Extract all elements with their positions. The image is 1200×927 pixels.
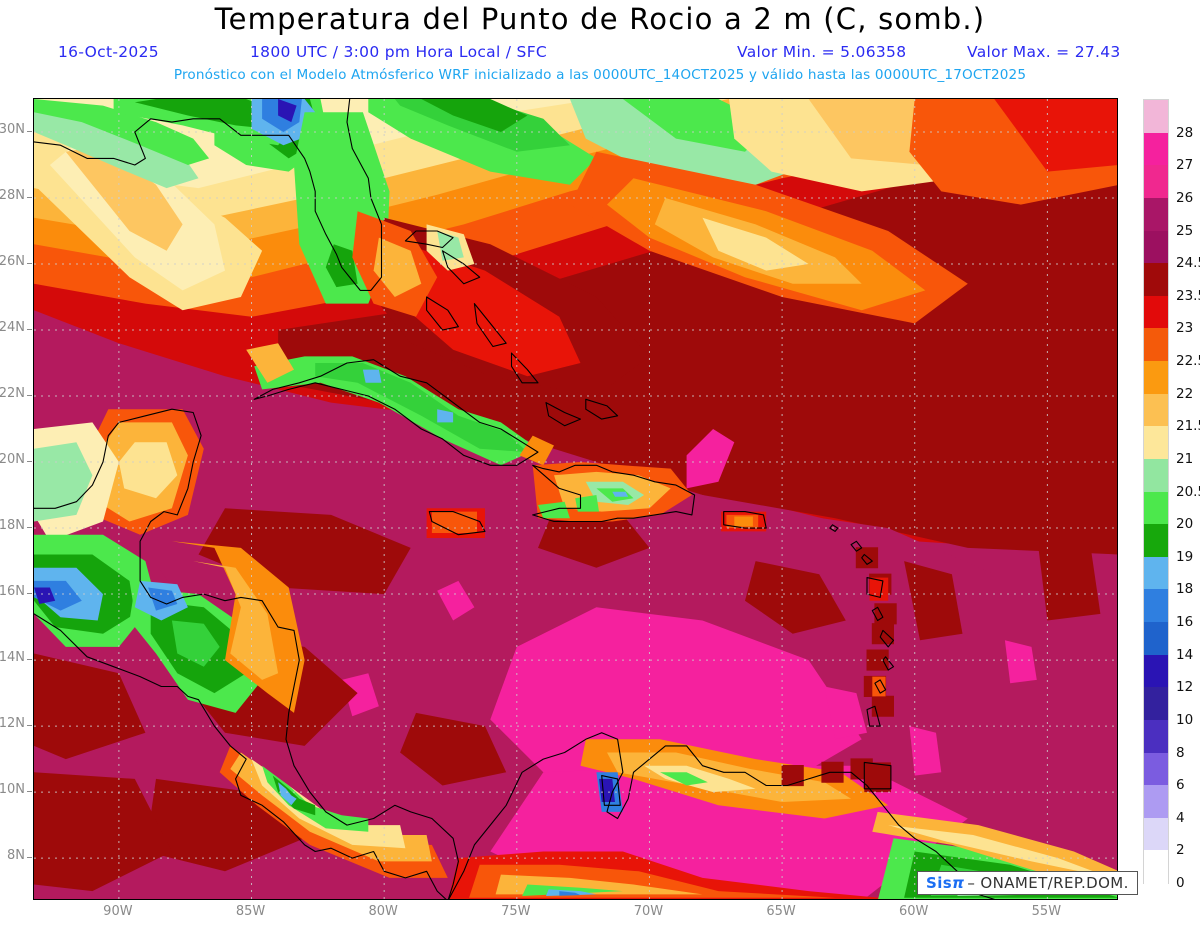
colorbar-tick-label: 19 [1176,548,1194,565]
colorbar-swatch [1144,361,1168,395]
y-axis-tick-label: 24N [0,320,25,336]
colorbar-tick-label: 27 [1176,157,1194,174]
y-axis-tick-mark [27,461,32,463]
colorbar-tick-label: 22.5 [1176,353,1200,369]
x-axis-tick-label: 65W [766,904,796,919]
colorbar-swatch [1144,687,1168,721]
colorbar-tick-label: 25 [1176,222,1194,239]
colorbar-swatch [1144,165,1168,199]
colorbar-tick-label: 24.5 [1176,255,1200,272]
y-axis-tick-label: 10N [0,782,25,798]
colorbar-tick-label: 22 [1176,385,1194,402]
y-axis-tick-label: 30N [0,122,25,137]
attribution-logo: Sis π – ONAMET/REP.DOM. [917,871,1138,895]
y-axis-tick-label: 20N [0,452,25,468]
colorbar-swatch [1144,524,1168,558]
colorbar-swatch [1144,785,1168,819]
colorbar-tick-label: 20 [1176,516,1194,533]
forecast-time: 1800 UTC / 3:00 pm Hora Local / SFC [250,43,548,61]
colorbar-swatch [1144,328,1168,362]
map-frame [33,98,1118,900]
y-axis-tick-label: 22N [0,386,25,402]
x-axis-tick-label: 70W [633,904,664,919]
y-axis-tick-mark [27,527,32,529]
colorbar-tick-label: 26 [1176,189,1194,206]
colorbar-swatch [1144,654,1168,688]
colorbar-swatch [1144,263,1168,297]
colorbar-swatch [1144,295,1168,329]
value-min: Valor Min. = 5.06358 [737,43,907,61]
colorbar: 2827262524.523.52322.52221.52120.5201918… [1143,99,1200,891]
colorbar-swatch [1144,622,1168,656]
y-axis-tick-label: 18N [0,518,25,534]
y-axis-tick-label: 8N [7,848,25,864]
logo-sis-text: Sis [926,874,953,892]
colorbar-tick-label: 21.5 [1176,418,1200,435]
y-axis-tick-mark [27,593,32,595]
logo-pi-icon: π [952,874,965,892]
y-axis-tick-mark [27,395,32,397]
logo-agency-text: – ONAMET/REP.DOM. [967,874,1129,892]
forecast-date: 16-Oct-2025 [58,43,159,61]
y-axis-tick-mark [27,131,32,132]
colorbar-swatch [1144,589,1168,623]
x-axis-tick-label: 85W [235,904,266,919]
y-axis-tick-mark [27,197,32,198]
y-axis-tick-label: 16N [0,584,25,600]
colorbar-tick-label: 23.5 [1176,287,1200,304]
y-axis-tick-mark [27,791,32,793]
colorbar-tick-label: 16 [1176,614,1194,630]
colorbar-tick-label: 10 [1176,711,1194,728]
colorbar-tick-label: 28 [1176,124,1194,141]
x-axis-tick-label: 75W [501,904,531,919]
colorbar-tick-label: 12 [1176,679,1194,696]
colorbar-swatch [1144,491,1168,525]
colorbar-swatch [1144,850,1168,884]
colorbar-tick-label: 6 [1176,777,1185,794]
colorbar-swatch [1144,132,1168,166]
colorbar-tick-label: 21 [1176,450,1194,467]
y-axis-tick-mark [27,725,32,727]
colorbar-swatch [1144,393,1168,427]
map-plot-area: Sis π – ONAMET/REP.DOM. 30N 28N 26N 24N 22N 20N… [0,98,1138,919]
y-axis-tick-mark [27,857,32,859]
header: Temperatura del Punto de Rocio a 2 m (C,… [0,0,1200,95]
x-axis-tick-label: 55W [1031,904,1062,919]
y-axis-tick-mark [27,329,32,331]
colorbar-tick-label: 14 [1176,646,1194,663]
colorbar-tick-label: 2 [1176,842,1185,859]
x-axis-tick-label: 80W [368,904,398,919]
colorbar-swatch [1144,426,1168,460]
y-axis-tick-label: 28N [0,188,25,203]
model-description: Pronóstico con el Modelo Atmósferico WRF… [173,67,1027,83]
colorbar-tick-label: 23 [1176,320,1194,337]
x-axis-tick-label: 90W [103,904,133,919]
y-axis-tick-label: 14N [0,650,25,666]
colorbar-tick-label: 8 [1176,744,1185,761]
y-axis-tick-mark [27,659,32,661]
colorbar-swatch [1144,458,1168,493]
colorbar-tick-label: 4 [1176,809,1185,826]
page-title: Temperatura del Punto de Rocio a 2 m (C,… [214,2,986,36]
colorbar-swatch [1144,100,1168,134]
value-max: Valor Max. = 27.43 [967,43,1121,61]
y-axis-tick-label: 26N [0,254,25,270]
colorbar-tick-label: 20.5 [1176,483,1200,500]
colorbar-swatch [1144,230,1168,264]
colorbar-tick-label: 18 [1176,581,1194,598]
x-axis-tick-label: 60W [899,904,929,919]
colorbar-tick-label: 0 [1176,875,1185,891]
y-axis-tick-mark [27,263,32,265]
colorbar-swatch [1144,752,1168,786]
colorbar-swatch [1144,197,1168,232]
y-axis-tick-label: 12N [0,716,25,732]
contour-map [34,99,1117,899]
colorbar-swatch [1144,719,1168,754]
colorbar-swatch [1144,817,1168,851]
colorbar-swatch [1144,556,1168,590]
